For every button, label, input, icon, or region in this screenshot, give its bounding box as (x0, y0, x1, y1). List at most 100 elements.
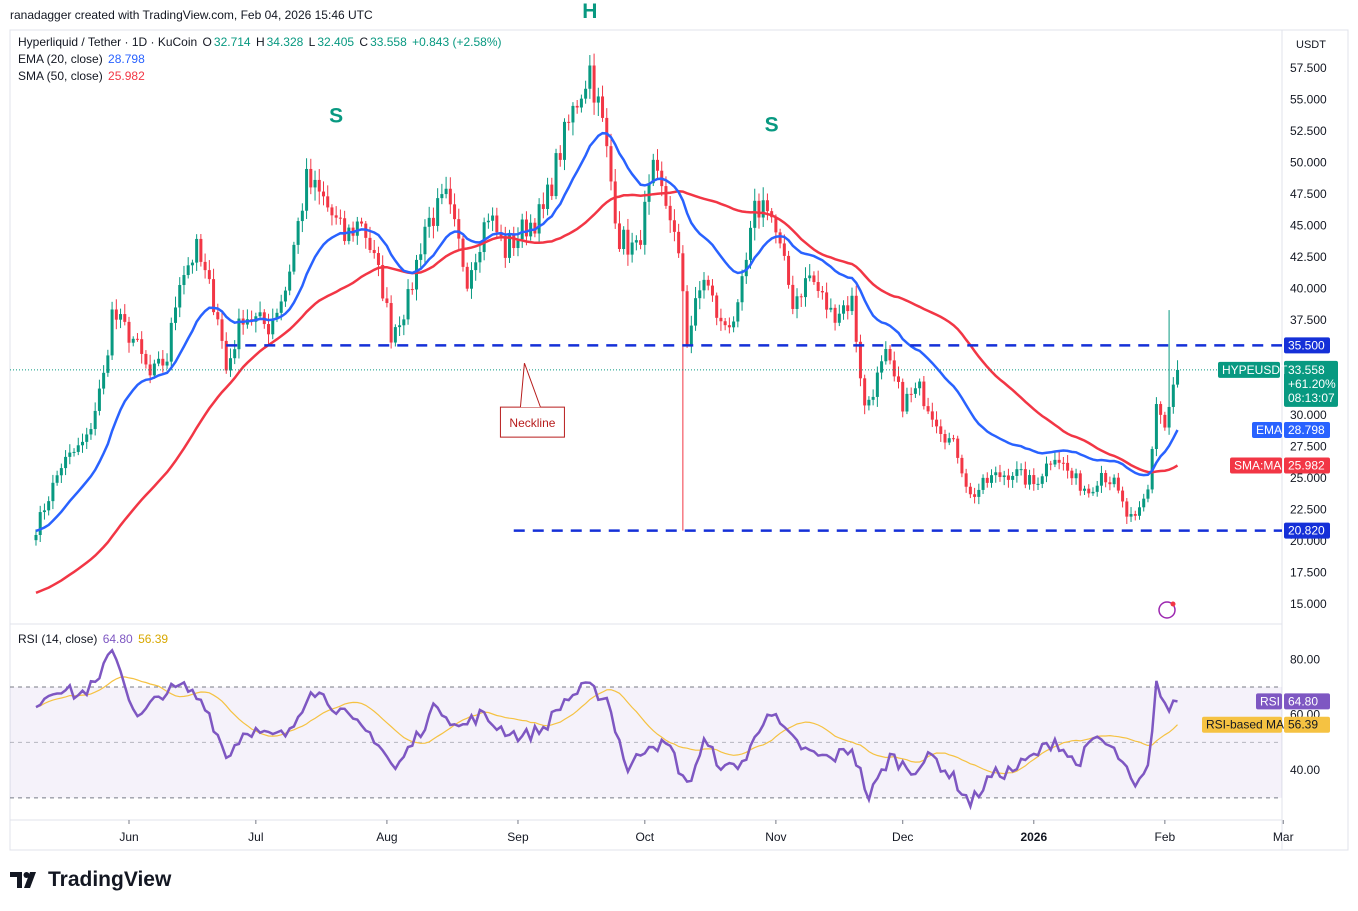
candle-body (144, 353, 148, 365)
candle-body (237, 318, 241, 350)
candle-body (178, 285, 182, 308)
candle-body (575, 105, 579, 108)
candle-body (846, 305, 850, 312)
candle-body (685, 291, 689, 346)
ema-badge-label: EMA (1256, 423, 1282, 437)
candle-body (782, 243, 786, 256)
candle-body (372, 249, 376, 254)
sma-legend: SMA (50, close) 25.982 (18, 69, 147, 83)
candle-body (190, 262, 194, 266)
candle-body (605, 117, 609, 147)
candle-body (651, 159, 655, 184)
candle-body (694, 298, 698, 326)
candle-body (1091, 491, 1095, 494)
rsi-ma-badge-value-bg (1284, 716, 1330, 733)
candle-body (1040, 476, 1044, 484)
candle-body (774, 217, 778, 233)
candle-body (913, 388, 917, 394)
candle-body (1049, 463, 1053, 465)
last-price-countdown: 08:13:07 (1288, 391, 1335, 405)
candle-body (854, 295, 858, 342)
candle-body (343, 218, 347, 242)
close-label: C (359, 35, 369, 49)
candle-body (1032, 475, 1036, 485)
candle-body (613, 181, 617, 224)
price-tick-label: 45.000 (1290, 219, 1327, 233)
candle-body (1112, 477, 1116, 485)
candle-body (799, 296, 803, 298)
candle-body (579, 98, 583, 108)
candle-body (719, 317, 723, 322)
candle-body (288, 271, 292, 291)
candle-body (546, 184, 550, 209)
candle-body (469, 270, 473, 289)
candle-body (537, 204, 541, 234)
candle-body (994, 472, 998, 476)
candle-body (892, 360, 896, 377)
candle-body (926, 406, 930, 412)
change-value: +0.843 (+2.58%) (412, 35, 502, 49)
candle-body (1146, 489, 1150, 499)
symbol-title[interactable]: Hyperliquid / Tether · 1D · KuCoin (18, 35, 198, 49)
last-price-value: 33.558 (1288, 363, 1325, 377)
candle-body (1176, 369, 1180, 385)
candle-body (182, 275, 186, 286)
candle-body (706, 279, 710, 286)
currency-label: USDT (1296, 39, 1326, 51)
candle-body (385, 298, 389, 304)
candle-body (816, 282, 820, 292)
candle-body (161, 358, 165, 366)
candle-body (296, 221, 300, 245)
candle-body (896, 376, 900, 382)
candle-body (1129, 514, 1133, 517)
candle-body (918, 381, 922, 389)
high-value: 34.328 (266, 35, 304, 49)
candle-body (588, 65, 592, 89)
candle-body (757, 200, 761, 218)
candle-body (1137, 507, 1141, 516)
candle-body (753, 200, 757, 228)
candle-body (453, 204, 457, 220)
candle-body (106, 355, 110, 373)
candle-body (622, 229, 626, 249)
tradingview-logo[interactable]: TradingView (10, 868, 171, 892)
rsi-badge-value: 64.80 (1288, 694, 1318, 708)
candle-body (174, 307, 178, 323)
candle-body (973, 494, 977, 497)
price-tick-label: 17.500 (1290, 566, 1327, 580)
pattern-label: S (329, 105, 343, 128)
candle-body (123, 314, 127, 322)
candle-body (689, 325, 693, 346)
candle-body (93, 410, 97, 430)
candle-body (300, 210, 304, 222)
candle-body (677, 231, 681, 254)
candle-body (1108, 482, 1112, 485)
candle-body (787, 255, 791, 285)
ema-label[interactable]: EMA (20, close) (18, 52, 103, 66)
low-value: 32.405 (317, 35, 355, 49)
sma-label[interactable]: SMA (50, close) (18, 69, 103, 83)
candle-body (110, 309, 114, 356)
symbol-legend: Hyperliquid / Tether · 1D · KuCoin O 32.7… (18, 35, 504, 49)
neckline-callout-pointer (519, 362, 541, 408)
rsi-ma-line (35, 676, 1178, 775)
candle-body (482, 222, 486, 253)
candle-body (292, 244, 296, 272)
candle-body (639, 240, 643, 245)
candle-body (440, 194, 444, 199)
rsi-ma-badge-value: 56.39 (1288, 718, 1318, 732)
price-tick-label: 55.000 (1290, 92, 1327, 106)
candle-body (1044, 463, 1048, 477)
candle-body (157, 358, 161, 364)
rsi-label[interactable]: RSI (14, close) (18, 632, 98, 646)
candle-body (1074, 473, 1078, 479)
time-tick-label: Sep (507, 830, 529, 844)
candle-body (1154, 404, 1158, 449)
candle-body (812, 275, 816, 283)
price-tick-label: 30.000 (1290, 408, 1327, 422)
candle-body (681, 253, 685, 292)
candle-body (592, 65, 596, 103)
time-tick-label: Oct (635, 830, 654, 844)
candle-body (909, 393, 913, 395)
candle-body (626, 229, 630, 255)
